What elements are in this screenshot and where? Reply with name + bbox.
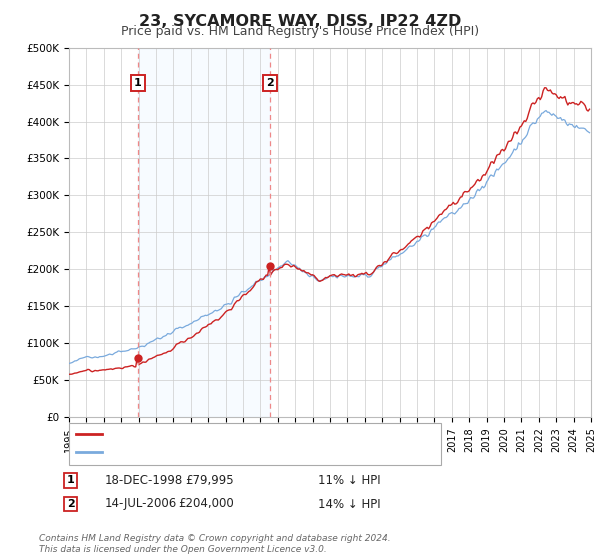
Text: 23, SYCAMORE WAY, DISS, IP22 4ZD (detached house): 23, SYCAMORE WAY, DISS, IP22 4ZD (detach… xyxy=(106,429,409,439)
Text: 2: 2 xyxy=(266,78,274,88)
Text: 18-DEC-1998: 18-DEC-1998 xyxy=(105,474,183,487)
Text: HPI: Average price, detached house, South Norfolk: HPI: Average price, detached house, Sout… xyxy=(106,447,389,458)
Text: This data is licensed under the Open Government Licence v3.0.: This data is licensed under the Open Gov… xyxy=(39,545,327,554)
Text: 1: 1 xyxy=(67,475,74,486)
Text: £204,000: £204,000 xyxy=(178,497,234,511)
Text: 1: 1 xyxy=(134,78,142,88)
Text: 2: 2 xyxy=(67,499,74,509)
Text: £79,995: £79,995 xyxy=(185,474,234,487)
Text: 14-JUL-2006: 14-JUL-2006 xyxy=(105,497,177,511)
Text: 14% ↓ HPI: 14% ↓ HPI xyxy=(318,497,380,511)
Bar xyxy=(138,48,270,417)
Text: Price paid vs. HM Land Registry's House Price Index (HPI): Price paid vs. HM Land Registry's House … xyxy=(121,25,479,38)
Text: 11% ↓ HPI: 11% ↓ HPI xyxy=(318,474,380,487)
Text: Contains HM Land Registry data © Crown copyright and database right 2024.: Contains HM Land Registry data © Crown c… xyxy=(39,534,391,543)
Text: 23, SYCAMORE WAY, DISS, IP22 4ZD: 23, SYCAMORE WAY, DISS, IP22 4ZD xyxy=(139,14,461,29)
